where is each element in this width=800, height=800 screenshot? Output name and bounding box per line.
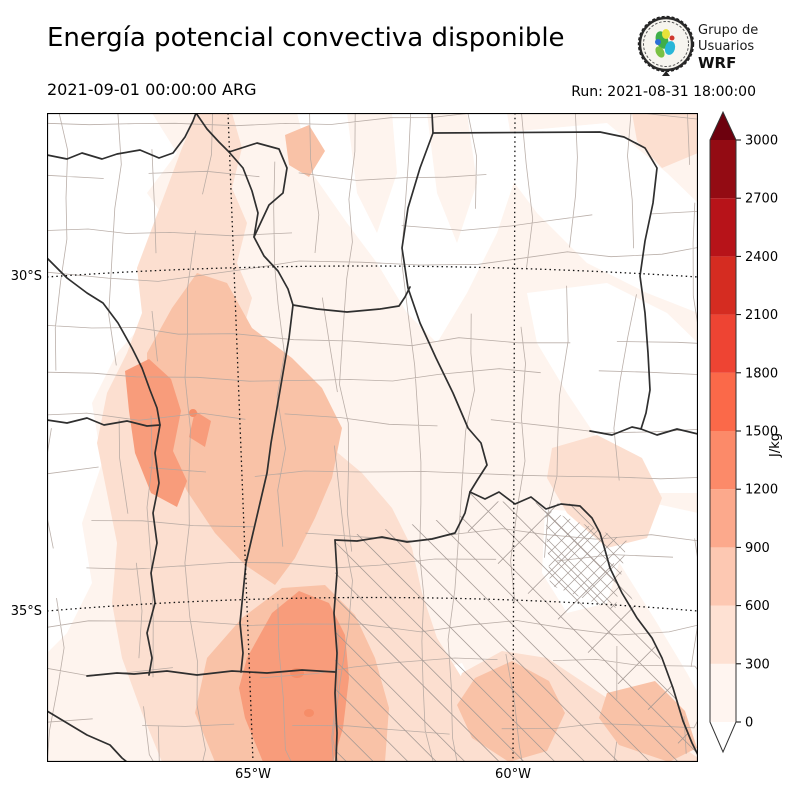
colorbar-segment bbox=[710, 489, 736, 548]
colorbar-tick-label: 2100 bbox=[745, 308, 778, 323]
cape-map bbox=[46, 112, 699, 763]
page-title: Energía potencial convectiva disponible bbox=[47, 23, 565, 53]
colorbar-segment bbox=[710, 663, 736, 722]
colorbar-tick-label: 300 bbox=[745, 657, 770, 672]
logo-line-2: Usuarios bbox=[698, 39, 754, 54]
colorbar-tick-label: 600 bbox=[745, 599, 770, 614]
colorbar-tick-label: 1500 bbox=[745, 425, 778, 440]
colorbar-tick-label: 2700 bbox=[745, 192, 778, 207]
colorbar-segment bbox=[710, 605, 736, 664]
colorbar-unit-label: J/kg bbox=[768, 433, 783, 458]
cape-shading-field bbox=[47, 113, 698, 762]
colorbar-tick-label: 1800 bbox=[745, 366, 778, 381]
lon-tick-60w: 60°W bbox=[495, 767, 531, 782]
colorbar-tick-label: 2400 bbox=[745, 250, 778, 265]
colorbar-under-arrow bbox=[710, 722, 736, 752]
department-boundaries bbox=[47, 113, 698, 762]
logo-line-3: WRF bbox=[698, 54, 736, 72]
graticule-lines bbox=[47, 113, 698, 762]
wrf-users-group-logo: Grupo de Usuarios WRF bbox=[637, 15, 758, 76]
run-time-label: Run: 2021-08-31 18:00:00 bbox=[571, 84, 756, 100]
colorbar-tick-label: 1200 bbox=[745, 483, 778, 498]
colorbar-segment bbox=[710, 431, 736, 490]
colorbar-segment bbox=[710, 140, 736, 199]
colorbar: 0 300 600 900 1200 1500 1800 2100 2400 2700 3000 J… bbox=[709, 110, 783, 754]
map-panel bbox=[46, 112, 699, 763]
colorbar-segment bbox=[710, 547, 736, 606]
colorbar-ticks: 0 300 600 900 1200 1500 1800 2100 2400 2700 3000 bbox=[736, 134, 778, 731]
colorbar-segment bbox=[710, 314, 736, 373]
logo-text: Grupo de Usuarios WRF bbox=[698, 23, 758, 72]
colorbar-outline bbox=[709, 110, 737, 754]
colorbar-over-arrow bbox=[710, 112, 736, 140]
lat-tick-30s: 30°S bbox=[10, 269, 42, 284]
colorbar-tick-label: 3000 bbox=[745, 134, 778, 149]
colorbar-tick-label: 900 bbox=[745, 541, 770, 556]
valid-time-label: 2021-09-01 00:00:00 ARG bbox=[47, 80, 257, 99]
globe-icon bbox=[637, 15, 695, 76]
lat-tick-35s: 35°S bbox=[10, 604, 42, 619]
logo-line-1: Grupo de bbox=[698, 23, 758, 38]
colorbar-tick-label: 0 bbox=[745, 716, 753, 731]
map-frame bbox=[46, 112, 699, 763]
colorbar-segment bbox=[710, 372, 736, 431]
lon-tick-65w: 65°W bbox=[235, 767, 271, 782]
colorbar-segment bbox=[710, 256, 736, 315]
colorbar-segments bbox=[710, 112, 736, 752]
colorbar-segment bbox=[710, 198, 736, 257]
